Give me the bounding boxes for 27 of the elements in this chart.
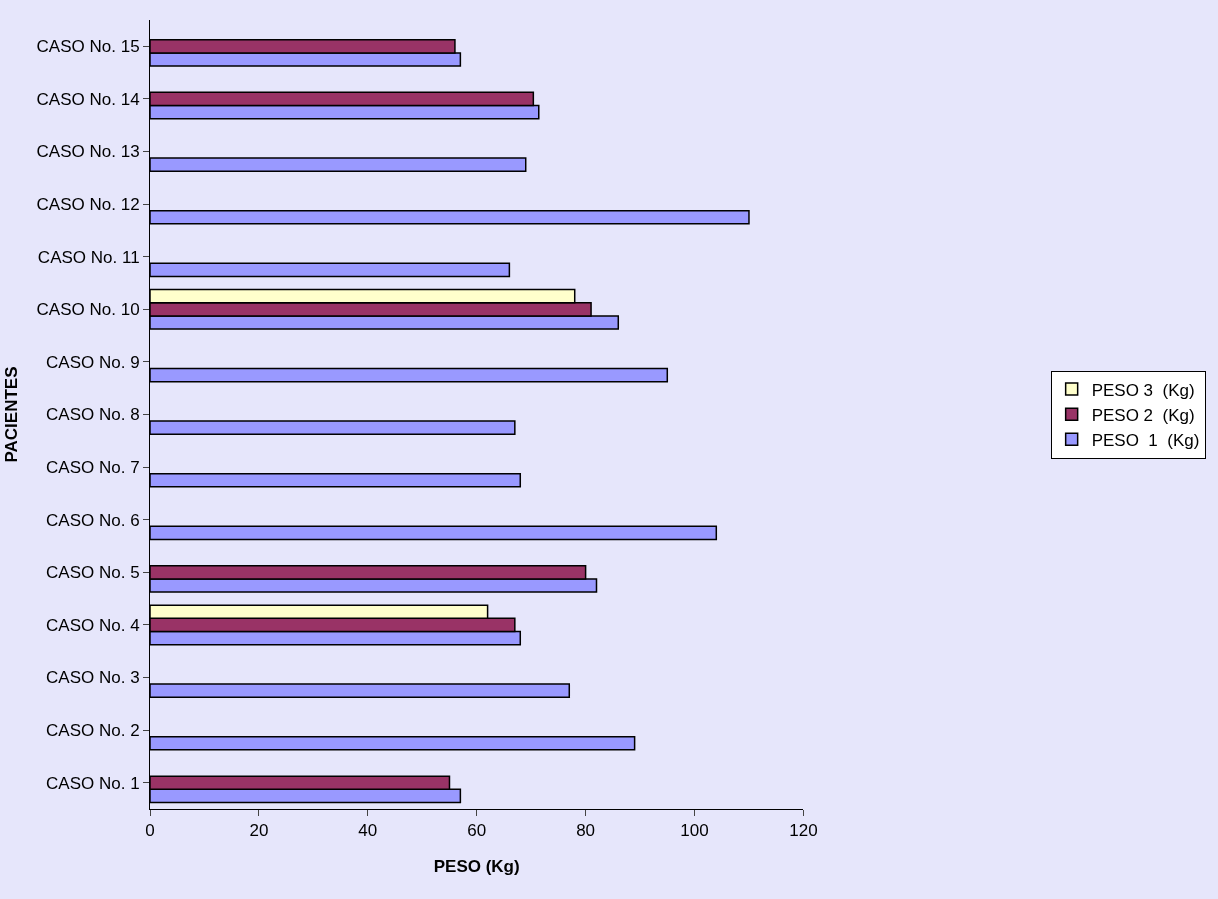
y-axis-title: PACIENTES: [2, 366, 22, 463]
y-tick-label: CASO No. 2: [46, 721, 140, 741]
y-tick-label: CASO No. 9: [46, 352, 140, 372]
y-tick-label: CASO No. 15: [36, 37, 140, 57]
legend-label: PESO 3 (Kg): [1091, 380, 1195, 400]
x-tick-label: 20: [249, 821, 269, 841]
legend-label: PESO 1 (Kg): [1091, 430, 1200, 450]
y-tick-label: CASO No. 13: [36, 142, 140, 162]
x-tick-label: 40: [358, 821, 378, 841]
y-tick-label: CASO No. 3: [46, 668, 140, 688]
x-tick-label: 100: [680, 821, 709, 841]
y-tick-label: CASO No. 5: [46, 563, 140, 583]
y-tick-label: CASO No. 10: [36, 300, 140, 320]
y-tick-label: CASO No. 14: [36, 89, 140, 109]
x-tick-label: 0: [145, 821, 155, 841]
y-tick-label: CASO No. 7: [46, 458, 140, 478]
y-tick-label: CASO No. 12: [36, 195, 140, 215]
x-tick-label: 120: [789, 821, 818, 841]
x-tick-label: 60: [467, 821, 487, 841]
legend-label: PESO 2 (Kg): [1091, 405, 1195, 425]
y-tick-label: CASO No. 11: [37, 247, 140, 267]
y-tick-label: CASO No. 6: [46, 510, 140, 530]
x-axis-title: PESO (Kg): [433, 856, 520, 876]
y-tick-label: CASO No. 8: [46, 405, 140, 425]
y-tick-label: CASO No. 4: [46, 615, 140, 635]
x-tick-label: 80: [576, 821, 596, 841]
y-tick-label: CASO No. 1: [46, 773, 140, 793]
